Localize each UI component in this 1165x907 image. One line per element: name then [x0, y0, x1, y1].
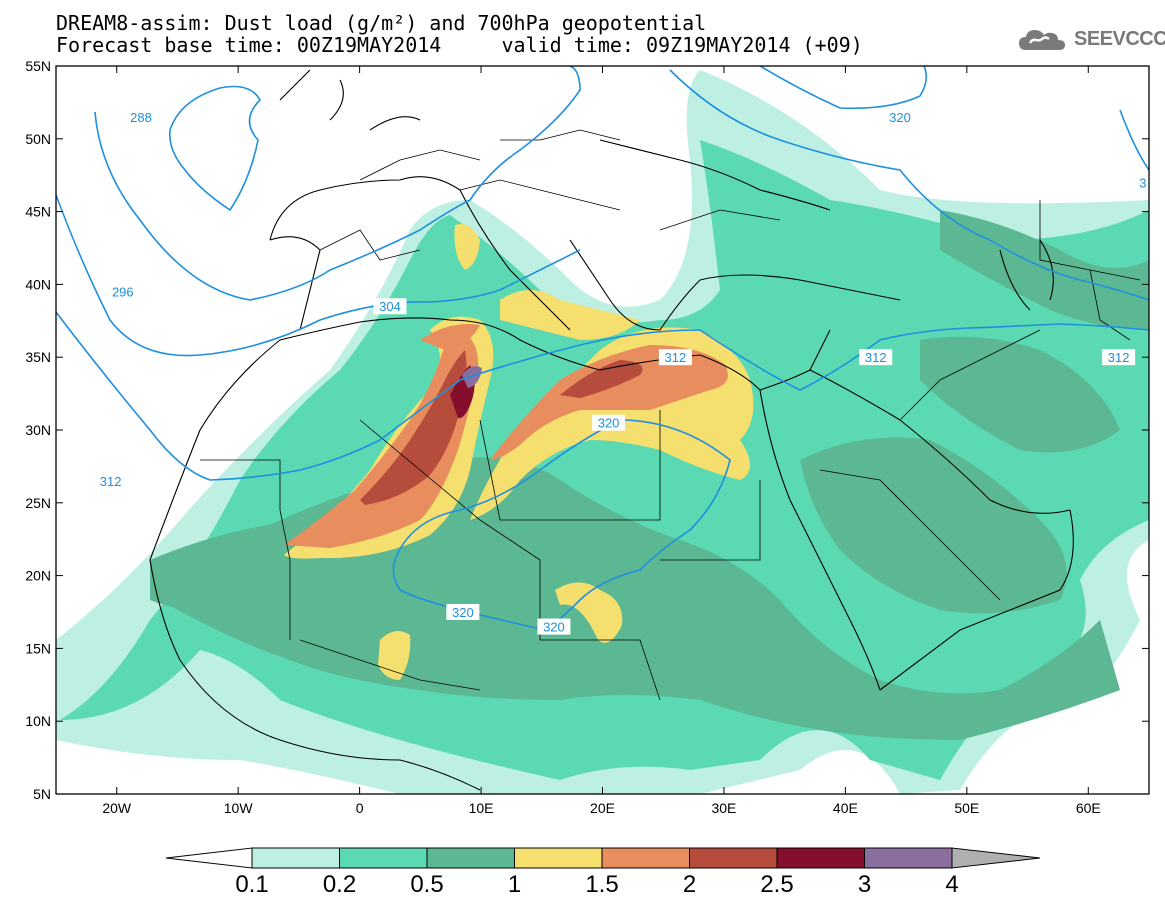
lat-tick-label: 45N [25, 204, 51, 220]
contour-label: 312 [665, 350, 687, 365]
contour-label-bg [859, 349, 893, 366]
seevccc-logo: SEEVCCC [1018, 26, 1165, 52]
dust-area-high-arabia [800, 437, 1067, 614]
lon-tick-label: 10E [469, 800, 494, 816]
lat-tick-label: 25N [25, 495, 51, 511]
dust-area-1-5-n [420, 324, 480, 350]
dust-area-high-iran [920, 336, 1120, 453]
contour-label: 312 [100, 474, 122, 489]
colorbar-label: 1.5 [585, 871, 618, 898]
dust-area-1-nigeria [378, 631, 411, 680]
colorbar-segment [339, 847, 428, 869]
latitude-axis: 55N 50N 45N 40N 35N 30N 25N 20N 15N 10N 5N [25, 58, 1149, 802]
dust-area-high-atlantic [150, 520, 300, 610]
lat-tick-label: 10N [25, 713, 51, 729]
contour-label-bg [1135, 174, 1151, 191]
contour-label-bg [883, 108, 917, 125]
lat-tick-label: 50N [25, 131, 51, 147]
contour-label: 288 [130, 110, 152, 125]
lon-tick-label: 0 [356, 800, 364, 816]
colorbar-label: 1 [508, 871, 521, 898]
contour-labels: 288 296 304 312 312 312 312 320 320 320 320 3 [94, 108, 1151, 635]
contour-label: 296 [112, 285, 134, 300]
lon-tick-label: 20W [102, 800, 132, 816]
contour-label-bg [446, 604, 480, 620]
contour-label-bg [592, 414, 626, 431]
contour-label-bg [373, 298, 407, 315]
contour-label-bg [1102, 349, 1136, 366]
colorbar-segment [776, 847, 865, 869]
lon-tick-label: 30E [711, 800, 736, 816]
dust-area-2-east [560, 360, 643, 398]
colorbar-label: 2 [683, 871, 696, 898]
colorbar-label: 3 [858, 871, 871, 898]
colorbar-segment [864, 847, 953, 869]
contour-288 [168, 85, 261, 212]
lat-tick-label: 30N [25, 422, 51, 438]
colorbar-label: 2.5 [760, 871, 793, 898]
contour-label-bg [537, 618, 571, 635]
contour-label: 312 [865, 350, 887, 365]
dust-area-1-north [500, 290, 640, 340]
contour-label: 320 [452, 605, 474, 620]
country-borders [200, 129, 1141, 701]
lon-tick-label: 50E [954, 800, 979, 816]
dust-area-2-west [360, 350, 467, 505]
contour-label-bg [94, 472, 128, 489]
contour-label: 3 [1139, 175, 1146, 190]
colorbar-segment [514, 847, 603, 869]
dust-area-1-chad [555, 582, 623, 643]
coastlines [149, 69, 1074, 791]
dust-area-high-caspian [940, 210, 1149, 330]
colorbar-label: 0.1 [235, 871, 268, 898]
lat-tick-label: 15N [25, 640, 51, 656]
colorbar-segment [689, 847, 778, 869]
colorbar-segment [426, 847, 515, 869]
cloud-icon [1019, 30, 1065, 50]
lon-tick-label: 20E [590, 800, 615, 816]
contour-label: 320 [889, 110, 911, 125]
contour-east [1119, 109, 1149, 171]
lon-tick-label: 40E [833, 800, 858, 816]
map-title: DREAM8-assim: Dust load (g/m²) and 700hP… [56, 11, 707, 35]
dust-area-1-5-east [490, 345, 728, 460]
lat-tick-label: 40N [25, 276, 51, 292]
dust-area-1-corsica [454, 224, 480, 270]
contour-label-bg [658, 349, 692, 366]
logo-text: SEEVCCC [1074, 27, 1165, 50]
contour-304 [56, 194, 581, 357]
colorbar-label: 4 [945, 871, 958, 898]
lat-tick-label: 55N [25, 58, 51, 74]
lat-tick-label: 20N [25, 568, 51, 584]
geopotential-contours [56, 66, 1149, 631]
colorbar-segment [601, 847, 690, 869]
lon-tick-label: 60E [1076, 800, 1101, 816]
colorbar-over-arrow [951, 847, 1041, 869]
contour-label: 320 [598, 416, 620, 431]
longitude-axis: 20W 10W 0 10E 20E 30E 40E 50E 60E [102, 66, 1101, 816]
contour-296 [94, 66, 581, 301]
contour-label: 312 [1108, 350, 1130, 365]
contour-label: 304 [379, 299, 401, 314]
contour-320-north [669, 69, 1149, 301]
dust-area-3 [462, 366, 482, 388]
colorbar-segment [251, 847, 340, 869]
contour-label: 320 [543, 620, 565, 635]
lat-tick-label: 5N [33, 786, 51, 802]
colorbar-label: 0.5 [410, 871, 443, 898]
map-subtitle: Forecast base time: 00Z19MAY2014 valid t… [56, 33, 863, 57]
contour-320-north2 [759, 66, 928, 110]
contour-label-bg [124, 108, 158, 125]
colorbar: 0.1 0.2 0.5 1 1.5 2 2.5 3 4 [165, 847, 1041, 898]
lon-tick-label: 10W [224, 800, 254, 816]
colorbar-under-arrow [165, 847, 253, 869]
dust-field [56, 70, 1149, 794]
colorbar-label: 0.2 [323, 871, 356, 898]
lat-tick-label: 35N [25, 349, 51, 365]
dust-area-1-5-west [284, 330, 479, 548]
contour-312 [56, 311, 1149, 481]
contour-label-bg [106, 283, 140, 300]
